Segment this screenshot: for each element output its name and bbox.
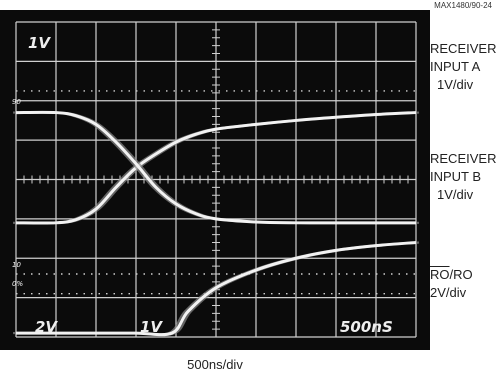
trace-line-0 — [15, 111, 417, 225]
label-a-line-1: RECEIVER — [430, 41, 497, 56]
traces — [12, 110, 420, 337]
ref-100-label: 10 — [12, 261, 21, 269]
figure-id: MAX1480/90-24 — [434, 1, 492, 10]
ro-bar-text: RO — [430, 267, 450, 282]
label-a-line-2: INPUT A — [430, 59, 481, 74]
time-base-label: 500nS — [340, 318, 393, 336]
label-ro-line-2: 2V/div — [430, 285, 467, 300]
ref-0-label: 0% — [12, 280, 23, 288]
trace-line-1 — [15, 110, 416, 225]
series-label-receiver-input-a: RECEIVER INPUT A 1V/div — [430, 40, 502, 94]
grid — [15, 21, 417, 338]
ch-ro-scale-label: 2V — [35, 318, 58, 336]
trace-line-2 — [15, 241, 417, 337]
label-b-line-1: RECEIVER — [430, 151, 497, 166]
oscilloscope-screen: 1V 2V 1V 500nS 90 10 0% — [0, 10, 430, 350]
top-marker-label: 90 — [12, 98, 21, 106]
ch-a-scale-label: 1V — [28, 34, 51, 52]
label-b-line-2: INPUT B — [430, 169, 482, 184]
series-label-receiver-input-b: RECEIVER INPUT B 1V/div — [430, 150, 502, 204]
ro-plain-text: /RO — [449, 267, 473, 282]
label-a-line-3: 1V/div — [437, 77, 474, 92]
series-label-ro: RO/RO 2V/div — [430, 266, 502, 302]
screen-annotations: 1V 2V 1V 500nS 90 10 0% — [12, 34, 393, 336]
ch-b-scale-label: 1V — [140, 318, 163, 336]
label-ro-line-1: RO/RO — [430, 266, 502, 284]
time-scale-label: 500ns/div — [187, 357, 243, 372]
label-b-line-3: 1V/div — [437, 187, 474, 202]
